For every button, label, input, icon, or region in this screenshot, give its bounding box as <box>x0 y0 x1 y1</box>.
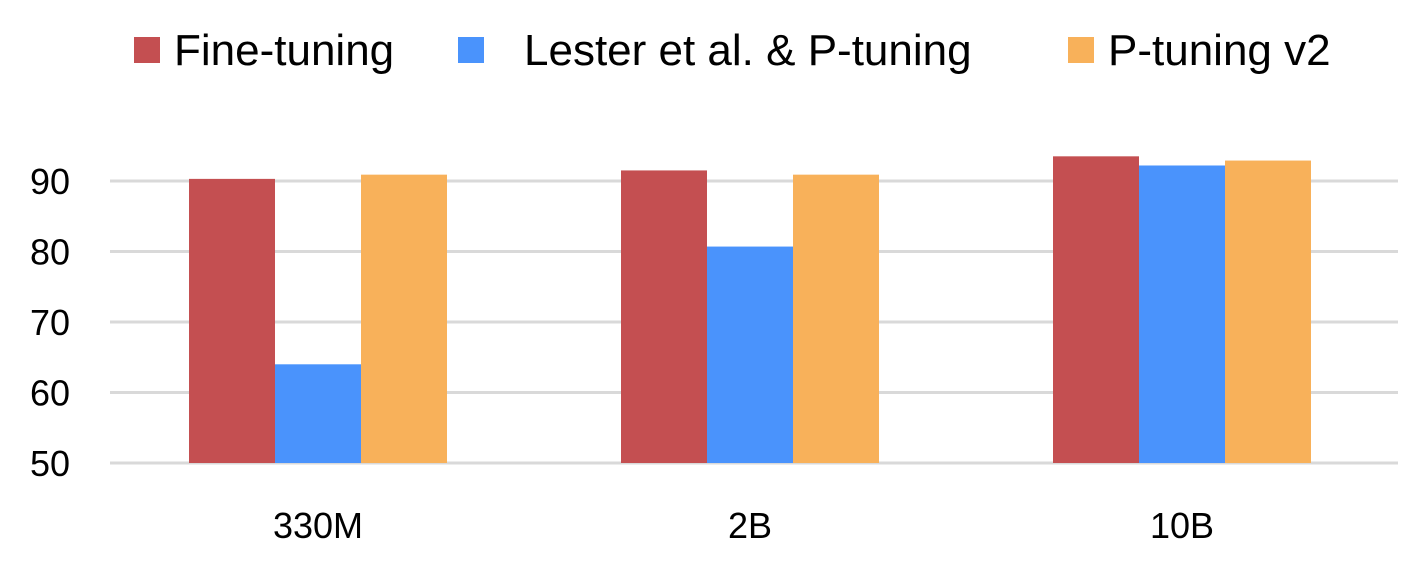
y-axis-ticks: 50 60 70 80 90 <box>30 161 70 484</box>
legend-swatch <box>134 37 160 63</box>
bar <box>361 174 447 463</box>
bars <box>189 156 1311 464</box>
y-tick-label: 60 <box>30 373 70 414</box>
y-tick-label: 80 <box>30 232 70 273</box>
bar <box>793 174 879 463</box>
y-tick-label: 50 <box>30 443 70 484</box>
bar <box>1139 165 1225 464</box>
legend-label: Lester et al. & P-tuning <box>524 26 972 75</box>
bar <box>275 364 361 463</box>
legend: Fine-tuning Lester et al. & P-tuning P-tun… <box>134 26 1331 75</box>
x-tick-label: 2B <box>728 505 772 546</box>
x-axis-ticks: 330M 2B 10B <box>273 505 1214 546</box>
legend-label: P-tuning v2 <box>1108 26 1331 75</box>
legend-label: Fine-tuning <box>174 26 394 75</box>
bar <box>189 178 275 463</box>
x-tick-label: 330M <box>273 505 363 546</box>
legend-swatch <box>458 37 484 63</box>
bar <box>1053 156 1139 463</box>
bar <box>707 246 793 463</box>
legend-swatch <box>1068 37 1094 63</box>
bar <box>1225 160 1311 463</box>
y-tick-label: 70 <box>30 302 70 343</box>
x-tick-label: 10B <box>1150 505 1214 546</box>
y-tick-label: 90 <box>30 161 70 202</box>
bar <box>621 170 707 464</box>
